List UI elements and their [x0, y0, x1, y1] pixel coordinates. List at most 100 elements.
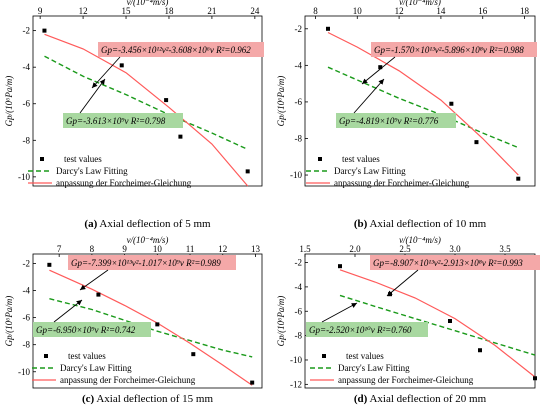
data-point — [533, 376, 537, 381]
forchheimer-equation-box — [98, 42, 264, 57]
y-tick-label: -12 — [290, 379, 302, 389]
caption-text: Axial deflection of 15 mm — [94, 393, 213, 405]
data-point — [119, 63, 124, 68]
data-point — [191, 352, 196, 357]
caption-letter: (d) — [354, 393, 368, 405]
legend: test values Darcy's Law Fitting anpassung … — [28, 154, 192, 188]
x-tick-label: 9 — [122, 244, 127, 254]
data-point — [338, 264, 342, 269]
y-tick-label: -6 — [295, 97, 303, 107]
caption-letter: (c) — [82, 393, 95, 405]
x-tick-label: 14 — [436, 6, 446, 16]
y-axis-title: Gp/(10⁶Pa/m) — [276, 76, 286, 127]
y-tick-label: -4 — [295, 60, 303, 70]
chart-panel-2: 8 10 12 14 16 18 v/(10⁻⁴m/s) -2 -4 -6 -8 -10 Gp/(10⁶… — [276, 0, 537, 230]
darcy-equation-box — [306, 322, 428, 337]
data-point — [478, 348, 482, 353]
data-point — [378, 65, 383, 70]
legend-label-darcy: Darcy's Law Fitting — [334, 166, 406, 176]
forchheimer-equation-box — [370, 255, 540, 270]
forchheimer-fit-line — [44, 33, 249, 187]
y-tick-label: -10 — [290, 355, 302, 365]
y-tick-label: -6 — [23, 99, 31, 109]
forchheimer-arrow — [79, 269, 109, 291]
x-tick-label: 12 — [218, 244, 227, 254]
x-tick-label: 21 — [207, 6, 216, 16]
y-tick-label: -8 — [295, 133, 303, 143]
forchheimer-fit-line — [339, 269, 536, 378]
legend-label-forchheimer: anpassung der Forcheimer-Gleichung — [56, 178, 192, 188]
x-tick-label: 2.0 — [349, 244, 361, 254]
y-tick-label: -8 — [295, 331, 303, 341]
y-tick-label: -6 — [23, 313, 31, 323]
panel-caption: (a) Axial deflection of 5 mm — [84, 218, 211, 230]
data-point — [96, 292, 101, 297]
y-tick-label: -8 — [23, 135, 31, 145]
data-point — [516, 176, 521, 181]
y-tick-label: -4 — [295, 282, 303, 292]
data-point — [155, 322, 160, 327]
chart-panel-4: 1.5 2.0 2.5 3.0 3.5 v/(10⁻⁴m/s) -2 -4 -6 -8 -10 -12… — [276, 235, 540, 405]
x-tick-label: 15 — [122, 6, 132, 16]
darcy-equation: Gp=-3.613×10⁹v R²=0.798 — [66, 116, 166, 126]
y-axis-title: Gp/(10⁶Pa/m) — [4, 296, 14, 347]
legend-label-forchheimer: anpassung der Forcheimer-Gleichung — [338, 375, 474, 385]
legend: test values Darcy's Law Fitting anpassung … — [306, 154, 470, 188]
x-tick-label: 8 — [90, 244, 95, 254]
y-tick-label: -8 — [23, 340, 31, 350]
y-tick-label: -4 — [23, 286, 31, 296]
x-tick-label: 10 — [153, 244, 163, 254]
x-tick-label: 9 — [38, 6, 43, 16]
data-point — [245, 169, 250, 174]
caption-text: Axial deflection of 5 mm — [97, 218, 211, 230]
legend-label-darcy: Darcy's Law Fitting — [338, 363, 410, 373]
legend: test values Darcy's Law Fitting anpassung … — [310, 351, 474, 385]
x-tick-label: 10 — [353, 6, 363, 16]
x-tick-label: 2.5 — [399, 244, 411, 254]
plot-frame — [304, 253, 536, 389]
chart-panel-3: 7 8 9 10 11 12 13 v/(10⁻⁴m/s) -2 -4 -6 -8 -10 Gp/(10⁶… — [4, 235, 263, 405]
data-point — [178, 134, 183, 139]
forchheimer-equation: Gp=-8.907×10¹³v²-2.913×10⁸v R²=0.993 — [373, 258, 523, 268]
darcy-fit-line — [49, 298, 253, 358]
plot-frame — [304, 15, 536, 187]
y-tick-label: -10 — [290, 170, 302, 180]
x-tick-label: 24 — [250, 6, 260, 16]
darcy-fit-line — [339, 294, 536, 356]
x-tick-label: 3.0 — [449, 244, 461, 254]
data-point — [164, 98, 169, 103]
x-tick-label: 8 — [313, 6, 318, 16]
y-axis-title: Gp/(10⁶Pa/m) — [4, 76, 14, 127]
caption-letter: (a) — [84, 218, 97, 230]
y-tick-label: -2 — [23, 258, 31, 268]
x-tick-label: 13 — [251, 244, 261, 254]
x-axis-title: v/(10⁻⁴m/s) — [399, 235, 441, 245]
darcy-equation-box — [63, 113, 183, 128]
x-tick-label: 1.5 — [299, 244, 311, 254]
legend-label-forchheimer: anpassung der Forcheimer-Gleichung — [334, 178, 470, 188]
plot-frame — [32, 253, 263, 389]
caption-letter: (b) — [354, 218, 368, 230]
darcy-equation: Gp=-6.950×10⁹v R²=0.742 — [36, 325, 136, 335]
y-tick-label: -2 — [23, 26, 31, 36]
x-tick-label: 12 — [395, 6, 404, 16]
darcy-equation-box — [33, 322, 151, 337]
forchheimer-equation: Gp=-7.399×10¹³v²-1.017×10⁹v R²=0.989 — [71, 258, 221, 268]
caption-text: Axial deflection of 10 mm — [367, 218, 486, 230]
chart-panel-1: 9 12 15 18 21 24 v/(10⁻⁴m/s) -2 -4 -6 -8 -10 Gp/(10⁶… — [4, 0, 264, 230]
legend-marker-points — [318, 157, 322, 161]
darcy-equation-box — [336, 113, 456, 128]
legend-label-darcy: Darcy's Law Fitting — [56, 166, 128, 176]
darcy-arrow — [53, 299, 83, 323]
x-tick-label: 12 — [79, 6, 88, 16]
y-tick-label: -6 — [295, 306, 303, 316]
x-axis-title: v/(10⁻⁴m/s) — [399, 0, 441, 7]
legend-marker-points — [44, 354, 48, 358]
x-tick-label: 18 — [520, 6, 530, 16]
forchheimer-arrow — [361, 56, 396, 85]
legend-label-forchheimer: anpassung der Forcheimer-Gleichung — [60, 375, 196, 385]
data-point — [449, 101, 454, 106]
forchheimer-equation-box — [371, 42, 537, 57]
darcy-fit-line — [327, 66, 519, 149]
